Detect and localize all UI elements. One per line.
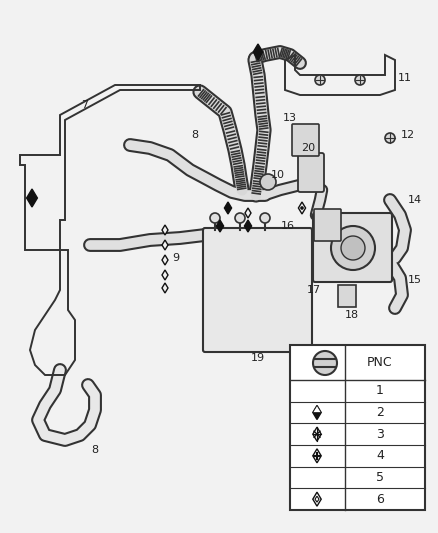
FancyBboxPatch shape [313, 213, 392, 282]
FancyBboxPatch shape [203, 228, 312, 352]
Circle shape [331, 226, 375, 270]
Text: 6: 6 [376, 492, 384, 506]
Polygon shape [313, 384, 321, 398]
Polygon shape [244, 220, 251, 232]
Polygon shape [253, 44, 263, 60]
Circle shape [385, 133, 395, 143]
Text: 8: 8 [92, 445, 99, 455]
Text: 16: 16 [281, 221, 295, 231]
Circle shape [260, 174, 276, 190]
Text: 12: 12 [401, 130, 415, 140]
Bar [338, 285, 356, 307]
Polygon shape [216, 220, 224, 232]
Circle shape [210, 213, 220, 223]
Text: 15: 15 [408, 275, 422, 285]
Polygon shape [162, 255, 168, 265]
Polygon shape [313, 449, 321, 463]
Text: 18: 18 [345, 310, 359, 320]
Text: 3: 3 [376, 427, 384, 441]
Text: 13: 13 [283, 113, 297, 123]
Text: 8: 8 [191, 130, 198, 140]
Polygon shape [313, 406, 321, 419]
Polygon shape [313, 427, 321, 441]
Polygon shape [313, 492, 321, 506]
Polygon shape [224, 202, 232, 214]
Circle shape [355, 75, 365, 85]
FancyBboxPatch shape [298, 153, 324, 192]
Text: 7: 7 [81, 100, 88, 110]
Polygon shape [313, 471, 321, 484]
Polygon shape [245, 208, 251, 218]
Circle shape [235, 213, 245, 223]
Circle shape [313, 351, 337, 375]
Bar [290, 345, 425, 510]
FancyBboxPatch shape [292, 124, 319, 156]
Text: 10: 10 [271, 170, 285, 180]
Polygon shape [162, 270, 168, 280]
Circle shape [260, 213, 270, 223]
FancyBboxPatch shape [314, 209, 341, 241]
Text: 14: 14 [408, 195, 422, 205]
Text: 4: 4 [376, 449, 384, 462]
Circle shape [315, 75, 325, 85]
Polygon shape [298, 202, 306, 214]
Polygon shape [27, 189, 37, 207]
Text: 17: 17 [307, 285, 321, 295]
Circle shape [300, 206, 304, 210]
Text: 1: 1 [376, 384, 384, 397]
Text: 5: 5 [376, 471, 384, 484]
Text: 2: 2 [376, 406, 384, 419]
Text: PNC: PNC [367, 357, 393, 369]
Text: 11: 11 [398, 73, 412, 83]
Polygon shape [162, 240, 168, 250]
Text: 9: 9 [173, 253, 180, 263]
Text: 19: 19 [251, 353, 265, 363]
Polygon shape [162, 283, 168, 293]
Polygon shape [162, 225, 168, 235]
Polygon shape [315, 496, 319, 502]
Text: 20: 20 [301, 143, 315, 153]
Circle shape [341, 236, 365, 260]
Polygon shape [313, 406, 321, 413]
